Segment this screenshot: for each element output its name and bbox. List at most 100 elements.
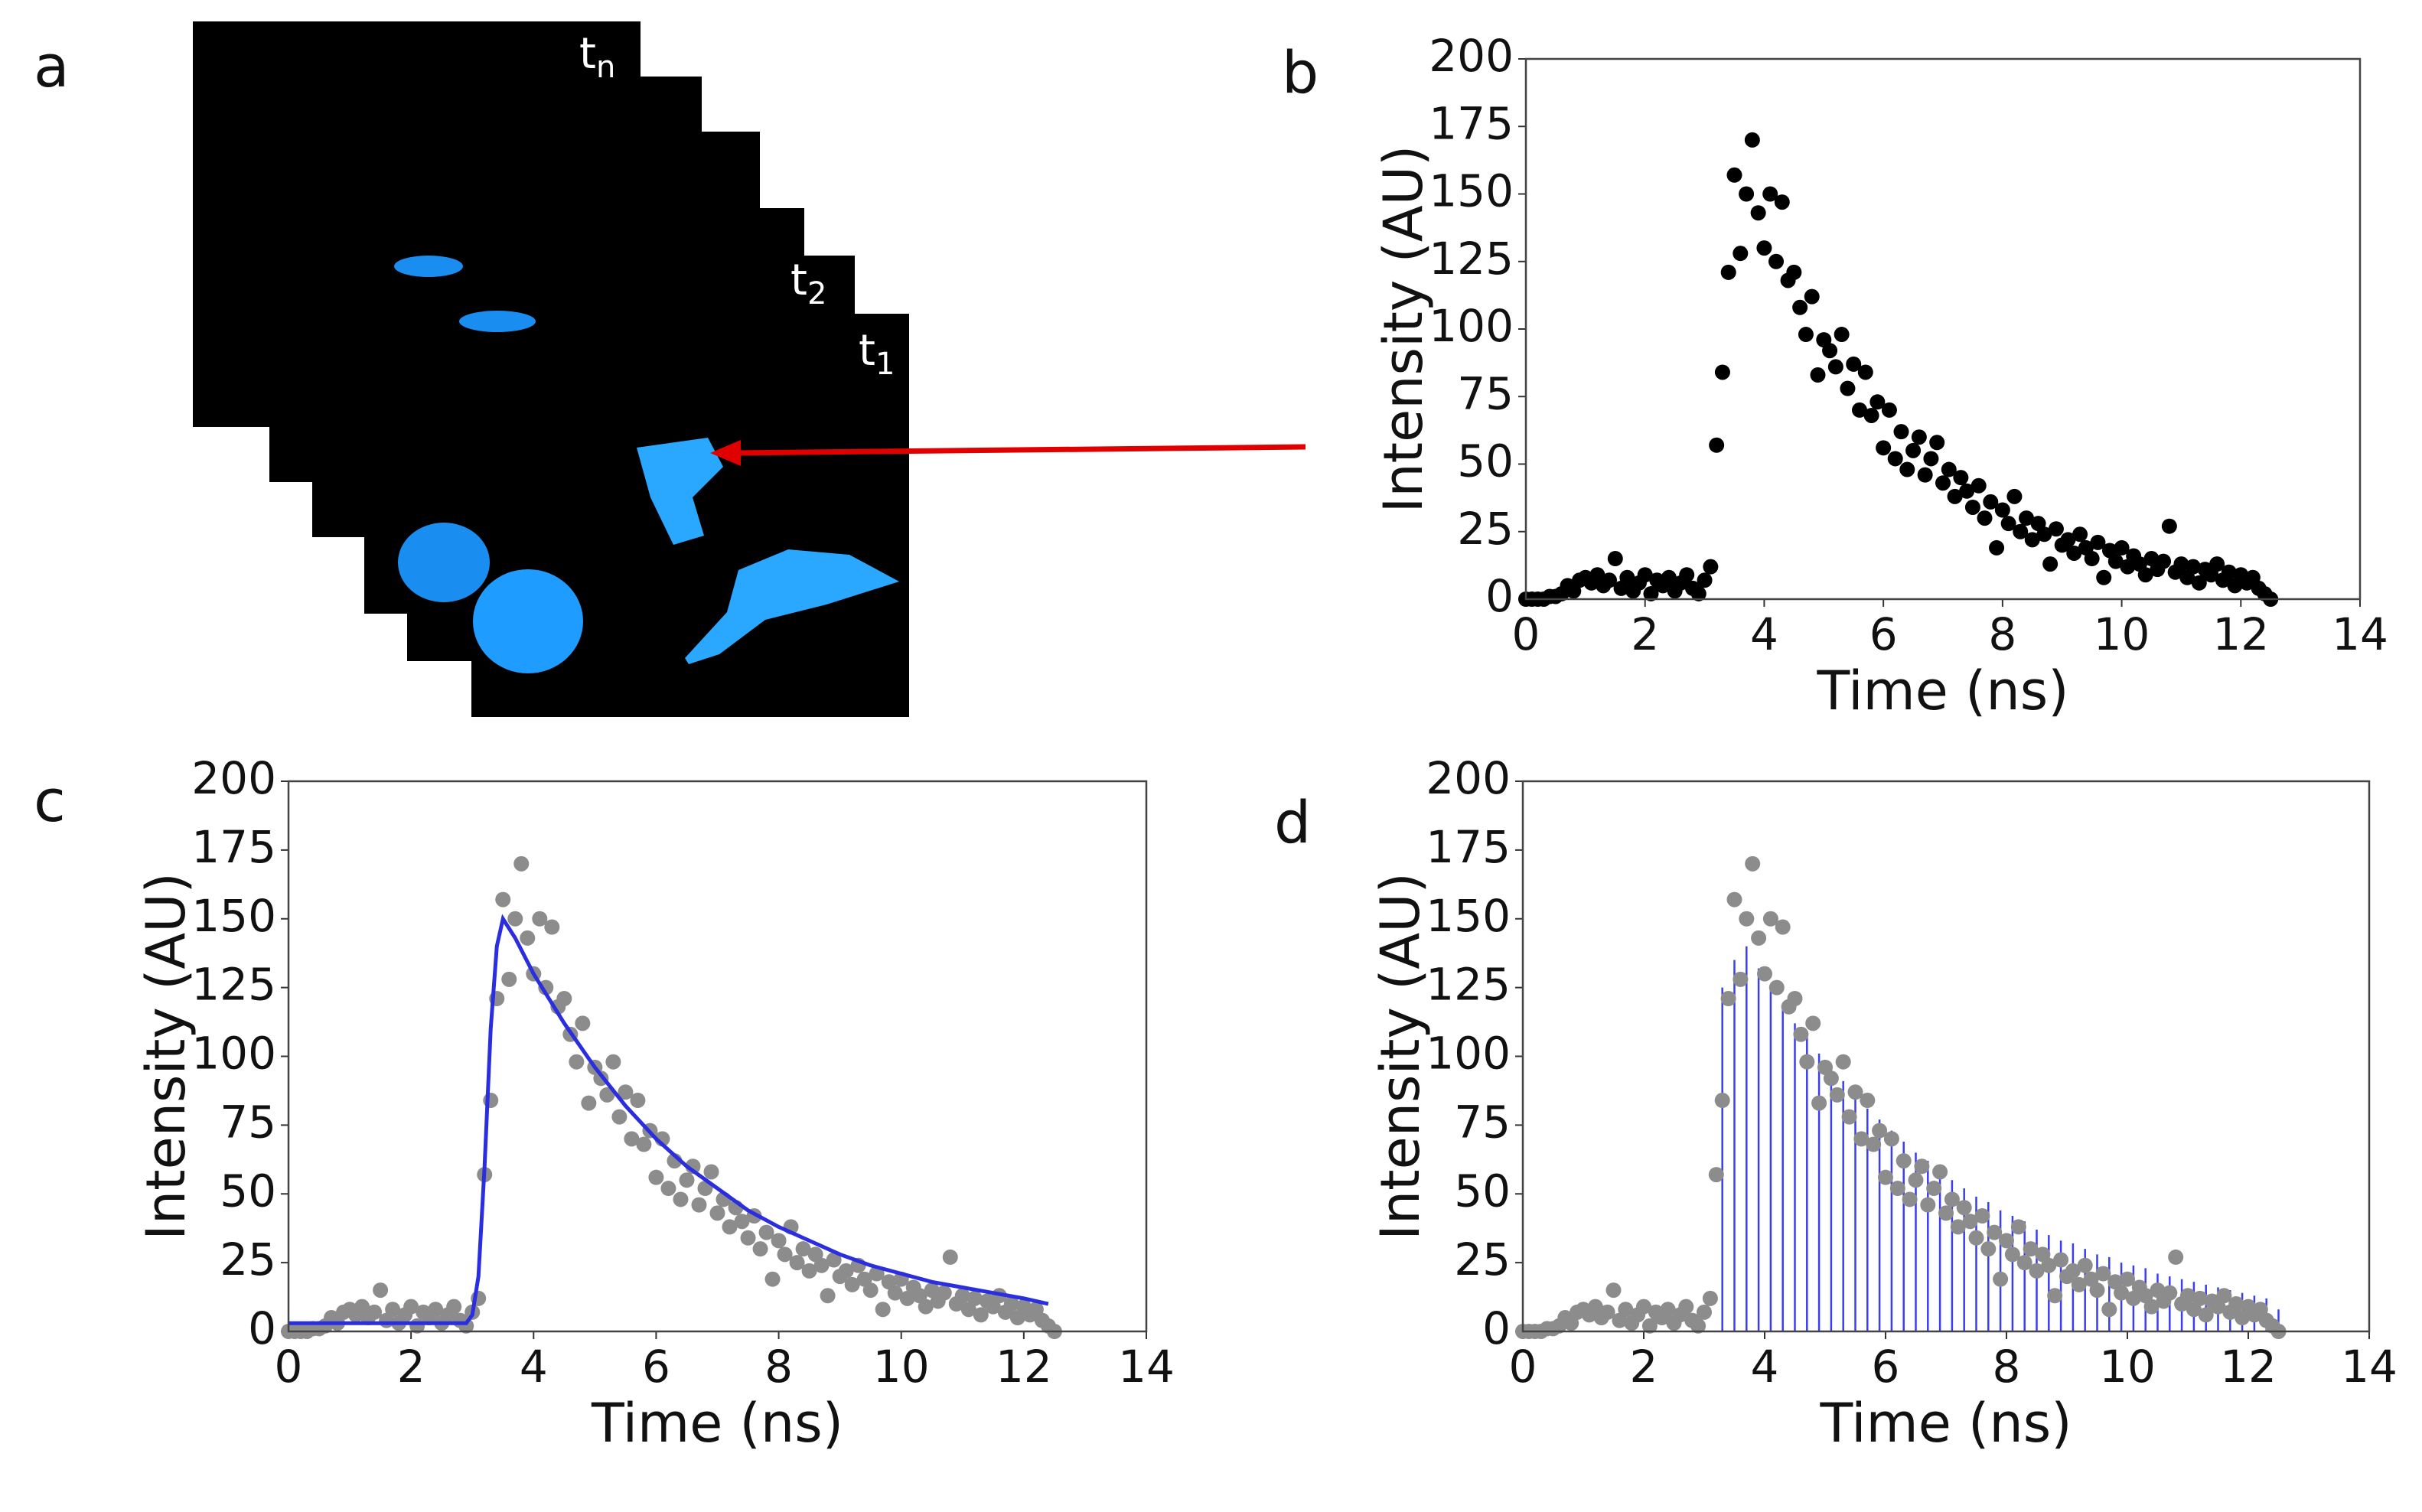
point <box>1762 186 1778 202</box>
point <box>887 1285 903 1301</box>
point <box>2107 553 2124 569</box>
point <box>1920 1197 1936 1213</box>
x-tick-label: 2 <box>397 1341 425 1393</box>
point <box>1994 502 2010 518</box>
point <box>813 1257 830 1273</box>
point <box>2004 1246 2020 1263</box>
x-axis-label: Time (ns) <box>1816 660 2068 722</box>
y-tick-label: 175 <box>1429 97 1514 149</box>
point <box>1941 461 1957 477</box>
point <box>1956 1200 1972 1216</box>
point <box>1714 364 1730 380</box>
fit-line <box>288 914 1049 1325</box>
y-tick-label: 25 <box>1454 1233 1511 1286</box>
arrow <box>710 440 1306 466</box>
point <box>709 1205 725 1221</box>
point <box>2042 556 2059 572</box>
frame-label-text: t <box>579 29 596 79</box>
y-tick-label: 0 <box>248 1302 276 1354</box>
x-tick-label: 2 <box>1631 608 1659 660</box>
point <box>703 1164 719 1180</box>
point <box>581 1095 597 1111</box>
point <box>1860 1093 1876 1109</box>
y-axis-label: Intensity (AU) <box>1372 145 1435 513</box>
point <box>1805 1015 1821 1031</box>
point <box>844 1276 860 1292</box>
point <box>1003 1296 1019 1312</box>
frame-label-sub: n <box>596 50 615 85</box>
frame-label-sub: 2 <box>807 276 826 311</box>
point <box>367 1304 383 1320</box>
point <box>2161 518 2177 534</box>
point <box>1887 451 1903 467</box>
axes-frame <box>287 780 1148 1333</box>
point <box>1793 1026 1809 1042</box>
point <box>1798 327 1814 343</box>
point <box>1905 442 1922 458</box>
point <box>507 911 523 927</box>
point <box>1678 1299 1694 1315</box>
frame-label: tn <box>579 29 615 85</box>
x-tick-label: 4 <box>520 1341 548 1393</box>
x-tick-label: 10 <box>2094 608 2150 660</box>
point <box>875 1302 891 1318</box>
point <box>636 1136 652 1152</box>
point <box>1756 240 1772 256</box>
y-tick-label: 175 <box>1426 821 1511 873</box>
point <box>673 1191 689 1207</box>
point <box>1841 1109 1857 1125</box>
x-tick-label: 14 <box>2341 1341 2398 1393</box>
point <box>2084 551 2100 567</box>
point <box>630 1093 646 1109</box>
y-tick-label: 150 <box>1429 165 1514 217</box>
point <box>532 911 548 927</box>
point <box>1857 364 1873 380</box>
point <box>2120 1271 2135 1287</box>
point <box>1987 1224 2003 1240</box>
point <box>483 1093 499 1109</box>
point <box>385 1302 401 1318</box>
point <box>1914 1158 1930 1175</box>
point <box>2156 553 2172 569</box>
chart: d 0 25 50 75 100 125 150 175 200 0 2 4 6 8 10 12 14 Time (… <box>1274 752 2398 1455</box>
point <box>1690 585 1706 601</box>
point <box>2072 526 2088 543</box>
panel-label: c <box>34 767 66 835</box>
point <box>1932 1164 1948 1180</box>
point <box>1810 367 1826 383</box>
point <box>1726 891 1742 908</box>
x-tick-label: 2 <box>1630 1341 1658 1393</box>
point <box>2216 1288 2232 1304</box>
point <box>1774 194 1790 210</box>
point <box>520 930 536 946</box>
point <box>2029 1263 2045 1279</box>
point <box>2101 1302 2117 1318</box>
x-tick-label: 8 <box>1993 1341 2021 1393</box>
point <box>1938 1205 1954 1221</box>
point <box>2053 1252 2069 1268</box>
y-tick-label: 100 <box>1426 1028 1511 1080</box>
point <box>1602 572 1617 588</box>
point <box>2077 1257 2093 1273</box>
chart: b 0 25 50 75 100 125 150 175 200 0 2 4 6 8 10 12 14 Time (… <box>1282 30 2388 722</box>
point <box>1989 539 2005 556</box>
point <box>544 919 560 935</box>
y-tick-label: 75 <box>1457 367 1514 419</box>
point <box>611 1109 628 1125</box>
point <box>2066 545 2082 561</box>
point <box>1968 1230 1984 1246</box>
point <box>2090 534 2106 550</box>
point <box>1799 1054 1815 1070</box>
y-tick-label: 150 <box>1426 890 1511 942</box>
x-tick-label: 4 <box>1750 608 1778 660</box>
point <box>801 1263 817 1279</box>
point <box>1733 971 1749 987</box>
x-tick-label: 10 <box>873 1341 930 1393</box>
point <box>1708 1167 1724 1183</box>
y-tick-label: 125 <box>1429 233 1514 285</box>
point <box>1889 1181 1905 1197</box>
point <box>1964 499 1980 515</box>
point <box>2173 556 2189 572</box>
y-tick-label: 50 <box>220 1165 276 1217</box>
x-tick-label: 12 <box>2220 1341 2277 1393</box>
